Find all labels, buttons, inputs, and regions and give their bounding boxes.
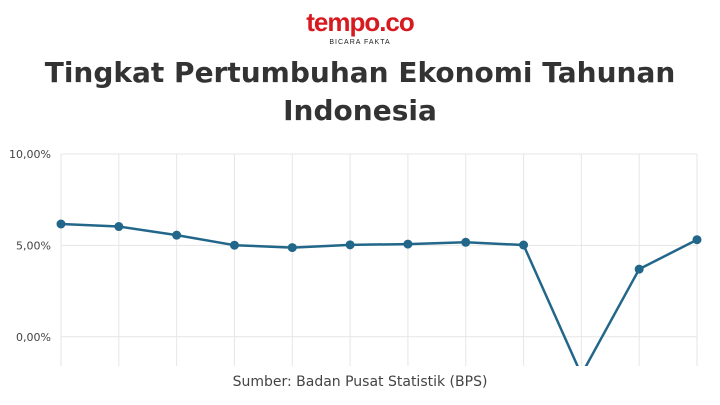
data-point	[229, 240, 239, 250]
y-tick-label: 10,00%	[9, 148, 51, 161]
data-point	[172, 230, 182, 240]
data-point	[692, 235, 702, 245]
chart-title: Tingkat Pertumbuhan Ekonomi Tahunan Indo…	[44, 56, 676, 127]
y-tick-label: 5,00%	[16, 239, 51, 252]
data-point	[56, 219, 66, 229]
chart-source: Sumber: Badan Pusat Statistik (BPS)	[232, 374, 488, 390]
y-tick-label: 0,00%	[16, 331, 51, 344]
data-point	[403, 239, 413, 249]
logo-wordmark: tempo.co	[306, 7, 415, 37]
series-line	[60, 222, 698, 366]
data-point	[519, 240, 529, 250]
logo-tagline: BICARA FAKTA	[329, 39, 391, 46]
data-point	[287, 243, 297, 253]
tempo-logo: tempo.co BICARA FAKTA	[0, 8, 720, 48]
data-point	[461, 237, 471, 247]
data-point	[114, 222, 124, 232]
data-point	[345, 240, 355, 250]
data-point	[634, 264, 644, 274]
